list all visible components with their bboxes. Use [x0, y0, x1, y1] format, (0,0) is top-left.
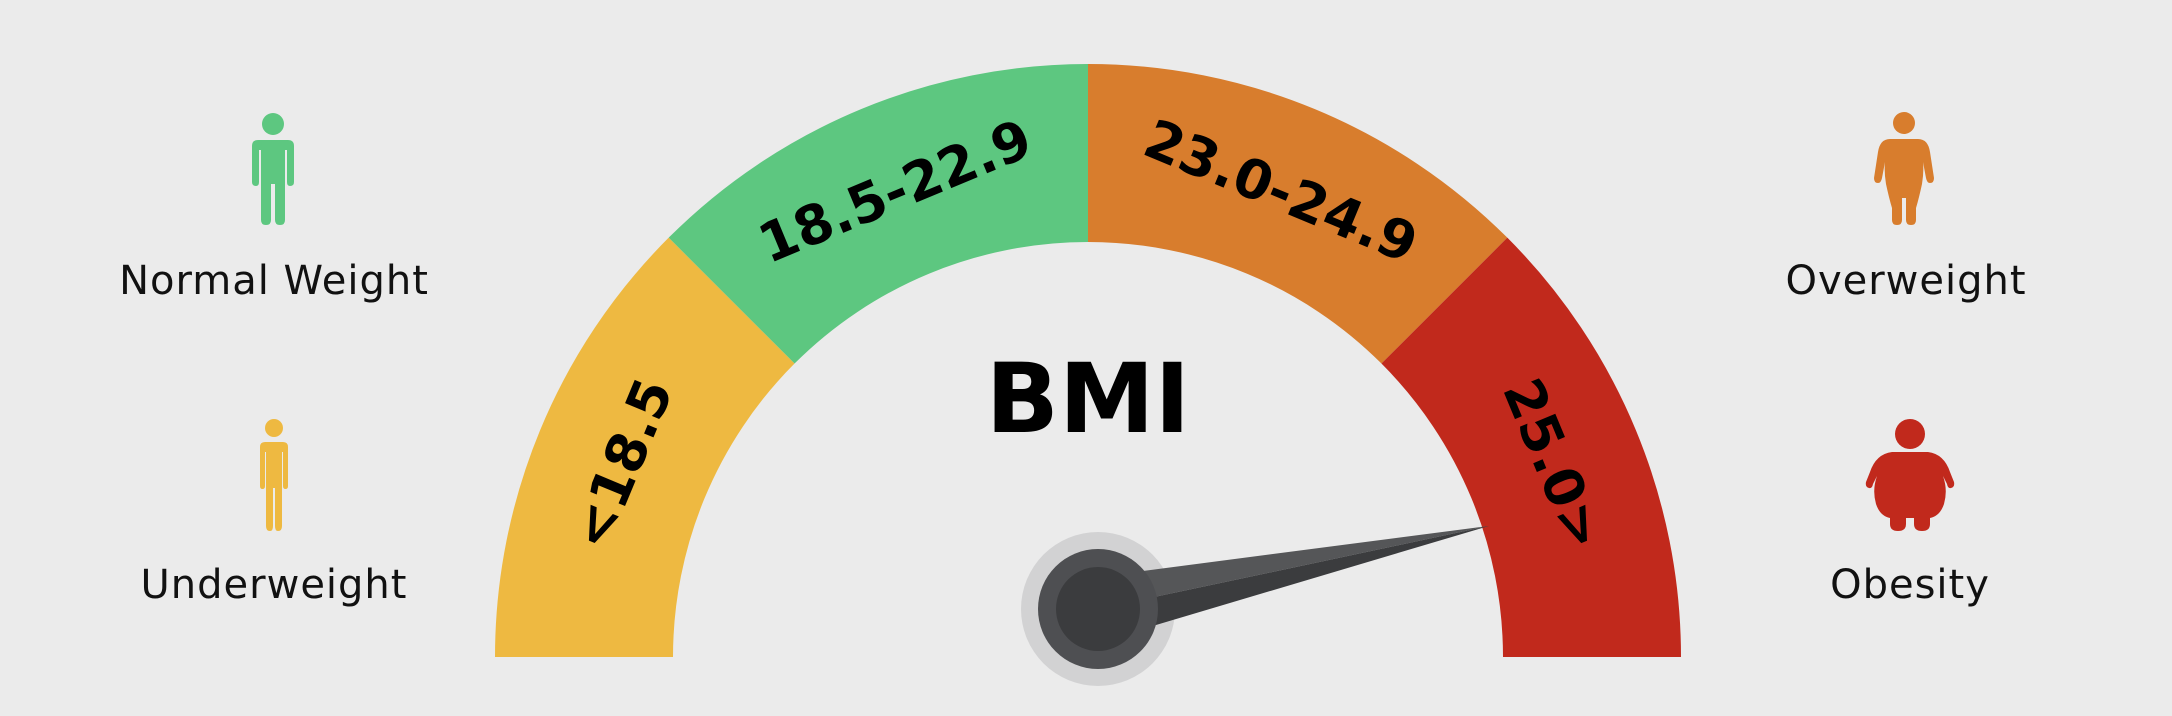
needle-hub-inner	[1056, 567, 1140, 651]
person-overweight-icon	[1874, 112, 1934, 225]
gauge-segment-normal	[668, 64, 1088, 364]
legend-label-underweight: Underweight	[140, 562, 408, 608]
legend-label-obesity: Obesity	[1830, 562, 1990, 608]
gauge-segment-underweight	[495, 237, 795, 658]
gauge-segment-overweight	[1088, 64, 1508, 364]
legend-label-normal: Normal Weight	[119, 258, 429, 304]
gauge-title: BMI	[986, 343, 1190, 455]
person-thin-icon	[260, 419, 288, 531]
gauge-segment-obesity	[1381, 237, 1681, 658]
needle-lower-face	[1098, 525, 1490, 641]
person-obese-icon	[1865, 419, 1955, 531]
gauge-needle	[1021, 525, 1490, 686]
person-normal-icon	[252, 113, 294, 225]
legend-label-overweight: Overweight	[1785, 258, 2027, 304]
gauge-segments	[495, 64, 1681, 658]
needle-upper-face	[1091, 525, 1490, 609]
